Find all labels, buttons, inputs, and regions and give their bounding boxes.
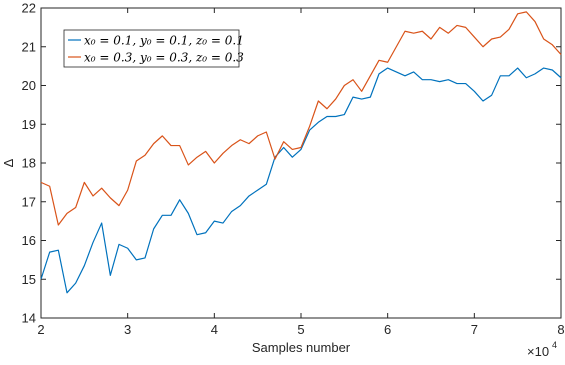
legend-entry: x₀ = 0.3, y₀ = 0.3, z₀ = 0.3 — [68, 51, 244, 65]
legend: x₀ = 0.1, y₀ = 0.1, z₀ = 0.1 x₀ = 0.3, y… — [63, 29, 244, 68]
x-tick-label: 6 — [384, 322, 391, 337]
y-tick-label: 14 — [22, 311, 36, 326]
series-layer — [40, 11, 562, 294]
x-tick-label: 2 — [37, 322, 44, 337]
y-tick-label: 22 — [22, 1, 36, 16]
x-tick-label: 8 — [557, 322, 564, 337]
legend-entry: x₀ = 0.1, y₀ = 0.1, z₀ = 0.1 — [68, 34, 244, 48]
x-tick-label: 3 — [124, 322, 131, 337]
x-tick-label: 5 — [297, 322, 304, 337]
y-tick-label: 18 — [22, 156, 36, 171]
legend-box — [63, 29, 240, 68]
y-tick-label: 20 — [22, 78, 36, 93]
y-tick-label: 19 — [22, 117, 36, 132]
x-axis-ticks: 2 3 4 5 6 7 8 — [37, 8, 565, 337]
x-multiplier-exponent: 4 — [552, 340, 557, 350]
y-tick-label: 15 — [22, 272, 36, 287]
x-axis-multiplier: ×10 4 — [527, 340, 557, 359]
y-tick-label: 16 — [22, 233, 36, 248]
legend-label: x₀ = 0.3, y₀ = 0.3, z₀ = 0.3 — [84, 51, 244, 65]
x-tick-label: 7 — [471, 322, 478, 337]
x-multiplier-base: ×10 — [527, 344, 549, 359]
y-axis-label: Δ — [1, 158, 16, 167]
x-axis-label: Samples number — [252, 340, 351, 355]
y-tick-label: 17 — [22, 194, 36, 209]
y-axis-ticks: 14 15 16 17 18 19 20 21 22 — [22, 1, 561, 326]
series-line-2 — [40, 11, 562, 226]
series-line-1 — [40, 67, 562, 294]
y-tick-label: 21 — [22, 39, 36, 54]
legend-label: x₀ = 0.1, y₀ = 0.1, z₀ = 0.1 — [84, 34, 244, 48]
x-tick-label: 4 — [211, 322, 218, 337]
